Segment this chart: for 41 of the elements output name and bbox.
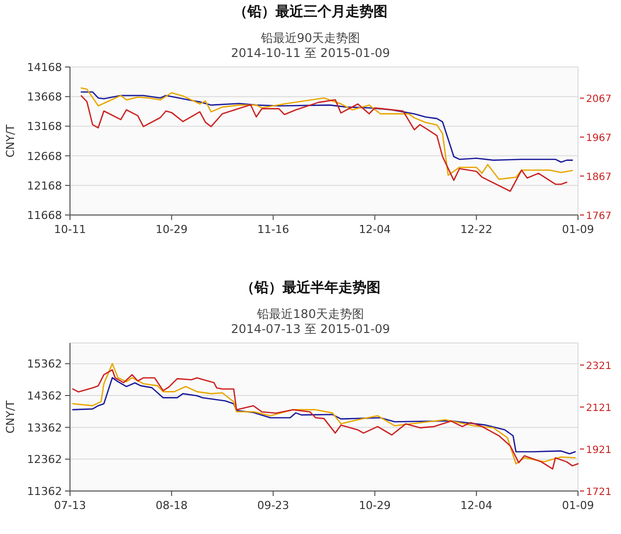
x-tick-label: 10-11	[54, 223, 86, 236]
y-tick-label: 11362	[27, 485, 62, 498]
x-tick-label: 01-09	[562, 223, 594, 236]
y2-tick-label: 2067	[586, 94, 612, 106]
line-series	[72, 377, 576, 454]
y-tick-label: 12668	[27, 150, 62, 163]
x-tick-label: 11-16	[257, 223, 290, 236]
y-tick-label: 13362	[27, 421, 62, 434]
y-tick-label: 15362	[27, 358, 62, 371]
y2-tick-label: 2321	[586, 361, 612, 372]
y-tick-label: 11668	[27, 209, 62, 222]
chart-title: （铅）最近三个月走势图	[234, 3, 388, 20]
line-series	[80, 87, 574, 180]
x-tick-label: 12-04	[460, 499, 492, 512]
y2-tick-label: 1721	[586, 487, 612, 498]
y-tick-label: 12168	[27, 179, 62, 192]
y-axis-title: CNY/T	[4, 124, 17, 158]
x-tick-label: 12-04	[358, 223, 391, 236]
chart-subtitle: 铅最近180天走势图 2014-07-13 至 2015-01-09	[230, 307, 390, 336]
y2-tick-label: 1867	[586, 172, 612, 184]
y-axis-title: CNY/T	[4, 400, 17, 434]
y-tick-label: 13668	[27, 90, 62, 104]
y2-tick-label: 1767	[586, 211, 612, 222]
y-tick-label: 14168	[27, 61, 62, 74]
y-tick-label: 14362	[27, 390, 62, 403]
x-tick-label: 12-22	[460, 223, 492, 236]
x-tick-label: 10-29	[358, 499, 391, 512]
x-tick-label: 08-18	[156, 499, 188, 512]
x-tick-label: 09-23	[257, 499, 290, 512]
x-tick-label: 01-09	[562, 499, 594, 512]
x-tick-label: 10-29	[156, 223, 188, 236]
x-tick-label: 07-13	[54, 499, 86, 512]
chart-title: （铅）最近半年走势图	[240, 279, 380, 296]
chart-subtitle: 铅最近90天走势图 2014-10-11 至 2015-01-09	[230, 31, 390, 60]
y-tick-label: 12362	[27, 453, 62, 466]
y2-tick-label: 1967	[586, 133, 612, 144]
y-tick-label: 13168	[27, 120, 62, 134]
y2-tick-label: 1921	[586, 445, 612, 456]
line-series	[80, 95, 568, 192]
line-series	[80, 91, 574, 163]
y2-tick-label: 2121	[586, 403, 612, 414]
